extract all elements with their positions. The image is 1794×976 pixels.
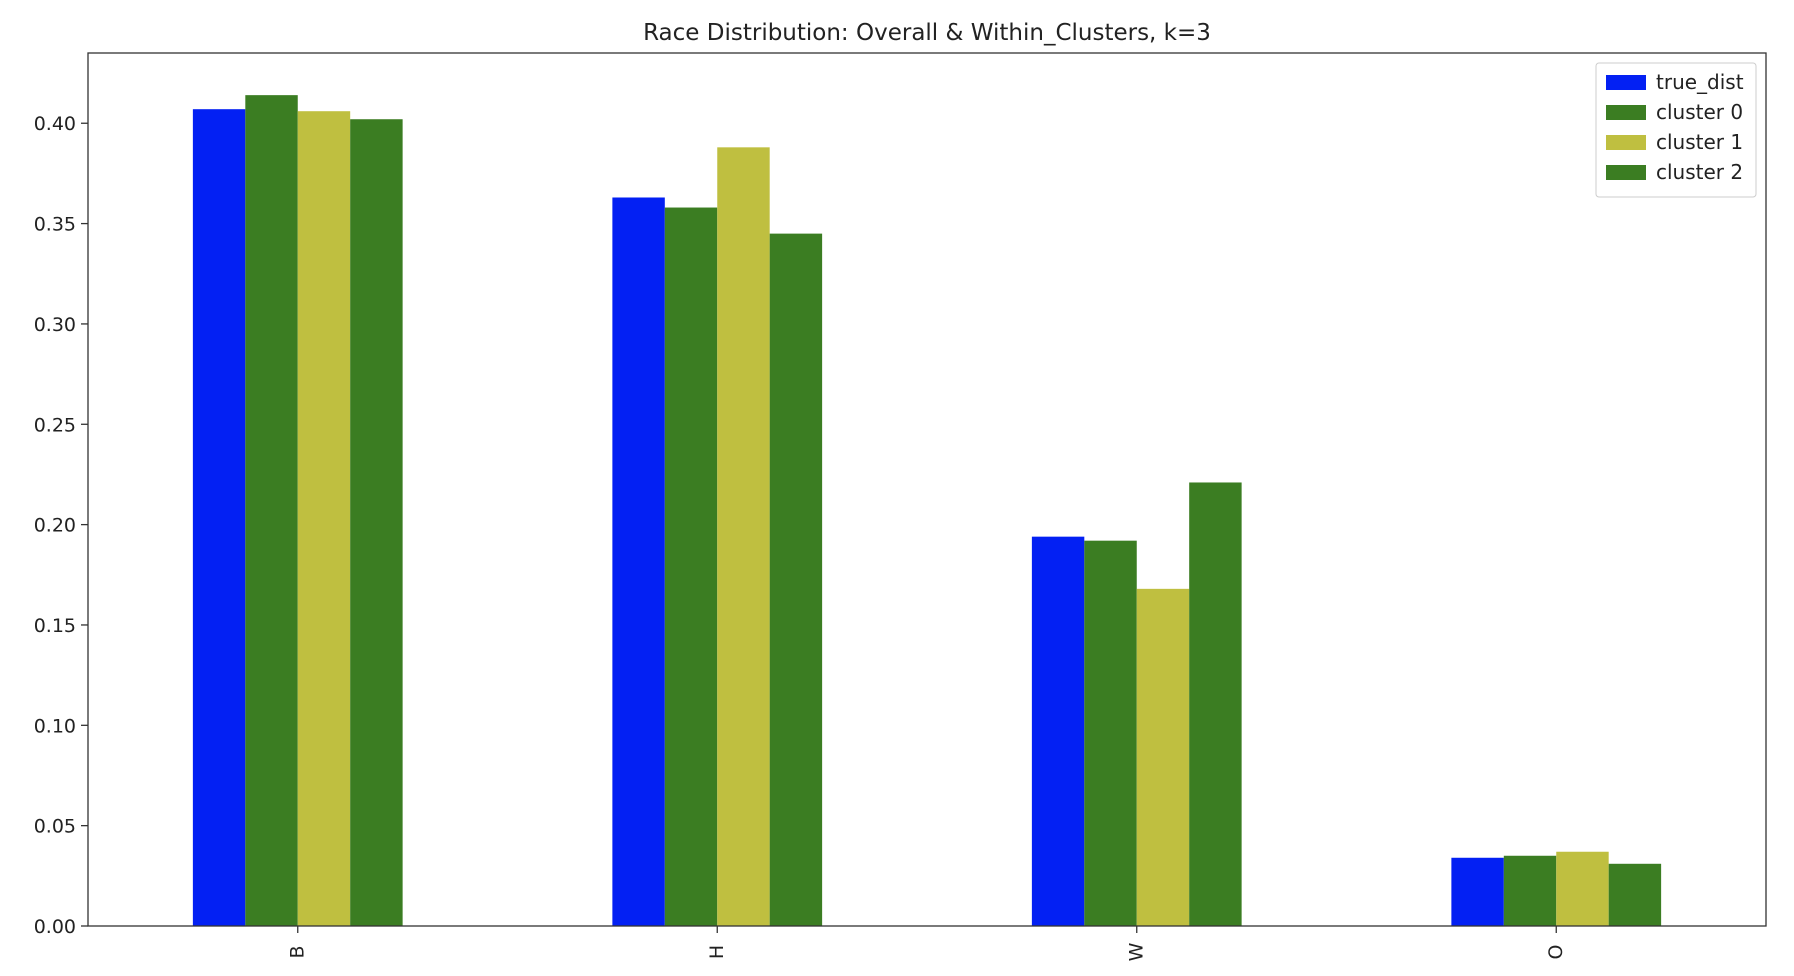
bar-true-dist-o	[1451, 857, 1504, 926]
chart-title: Race Distribution: Overall & Within_Clus…	[643, 20, 1211, 46]
x-tick-label: W	[1125, 942, 1147, 961]
y-tick-label: 0.35	[34, 214, 76, 236]
legend-box	[1595, 62, 1757, 198]
bar-true-dist-h	[612, 197, 665, 926]
bar-cluster-0-w	[1084, 540, 1137, 926]
bar-cluster-0-h	[664, 207, 718, 927]
y-tick-label: 0.00	[34, 916, 76, 938]
bar-cluster-2-b	[350, 119, 403, 926]
legend-swatch	[1606, 135, 1646, 150]
legend-swatch	[1606, 165, 1646, 180]
y-tick-label: 0.30	[34, 314, 76, 336]
bar-cluster-2-o	[1608, 863, 1662, 926]
legend-label: cluster 0	[1656, 100, 1743, 124]
legend-swatch	[1606, 75, 1646, 90]
y-tick-label: 0.40	[34, 113, 76, 135]
bar-cluster-1-w	[1136, 588, 1190, 926]
bar-cluster-1-b	[297, 111, 351, 926]
legend-swatch	[1606, 105, 1646, 120]
plot-frame	[87, 52, 1767, 927]
y-tick-label: 0.10	[34, 715, 76, 737]
x-tick-label: O	[1545, 945, 1567, 960]
bar-true-dist-w	[1031, 536, 1085, 926]
y-tick-label: 0.15	[34, 615, 76, 637]
x-tick-label: H	[706, 945, 728, 959]
legend-label: cluster 2	[1656, 160, 1743, 184]
bar-cluster-2-h	[769, 233, 823, 926]
bars-group	[192, 95, 1662, 927]
y-tick-label: 0.25	[34, 414, 76, 436]
bar-cluster-1-h	[717, 147, 770, 926]
bar-cluster-0-o	[1503, 855, 1557, 926]
y-axis: 0.00 0.05 0.10 0.15 0.20 0.25 0.30 0.35 0.40	[34, 113, 88, 938]
legend-label: true_dist	[1656, 70, 1744, 94]
bar-cluster-0-b	[245, 95, 298, 926]
legend-label: cluster 1	[1656, 130, 1743, 154]
bar-true-dist-b	[192, 109, 246, 926]
y-tick-label: 0.20	[34, 515, 76, 537]
bar-cluster-2-w	[1189, 482, 1242, 926]
bar-cluster-1-o	[1556, 851, 1609, 926]
y-tick-label: 0.05	[34, 816, 76, 838]
x-tick-label: B	[286, 945, 308, 958]
